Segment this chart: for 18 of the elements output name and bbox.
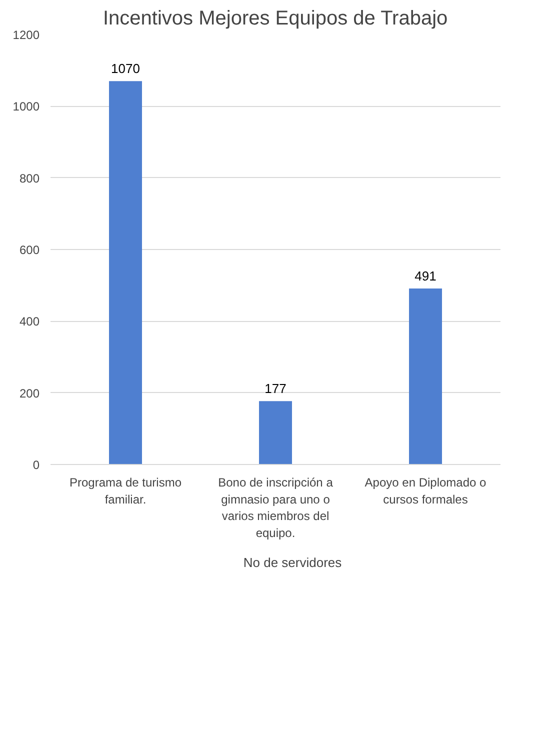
y-tick-label: 200 <box>19 386 40 400</box>
y-tick-label: 800 <box>19 171 40 186</box>
bar <box>409 288 442 464</box>
data-label: 1070 <box>111 61 140 76</box>
text: No de servidores <box>243 554 342 570</box>
x-tick-label: Programa de turismo familiar. <box>69 476 182 506</box>
y-tick-label: 400 <box>19 314 40 329</box>
y-tick-label: 0 <box>32 458 40 472</box>
chart-title: Incentivos Mejores Equipos de Trabajo <box>103 8 448 30</box>
data-label: 491 <box>414 268 436 284</box>
x-tick-label: Bono de inscripción a gimnasio para uno o varios miembros del equipo. <box>218 476 334 540</box>
data-label: 177 <box>264 381 286 396</box>
y-tick-label: 600 <box>19 243 40 257</box>
y-tick-label: 1000 <box>12 100 40 114</box>
bar <box>109 81 142 464</box>
bar <box>259 401 292 464</box>
y-tick-label: 1200 <box>12 28 40 42</box>
x-tick-label: Apoyo en Diplomado o cursos formales <box>364 476 487 506</box>
